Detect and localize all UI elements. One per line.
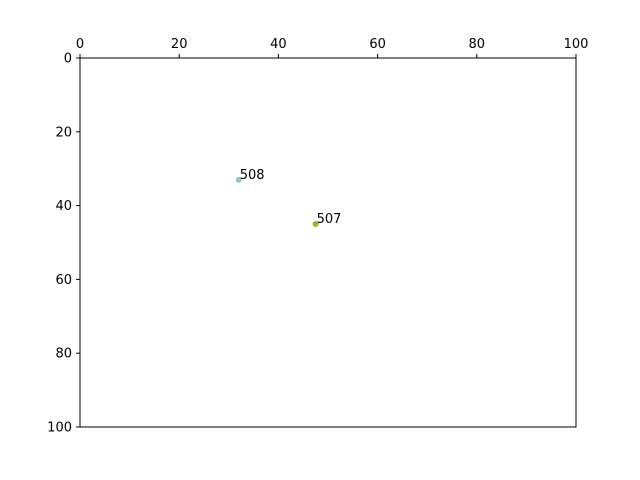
data-point	[235, 176, 242, 183]
y-tick-label: 100	[47, 421, 72, 436]
data-point	[312, 221, 319, 228]
y-tick-label: 40	[55, 199, 72, 214]
y-tick-label: 20	[55, 125, 72, 140]
y-tick-label: 0	[64, 52, 72, 67]
x-axis: 0 20 40 60 80 100	[76, 37, 589, 58]
x-tick-label: 0	[76, 37, 84, 52]
x-tick-label: 60	[369, 37, 386, 52]
data-point-label: 507	[317, 212, 342, 227]
plot-area-frame	[79, 57, 577, 428]
y-tick-label: 80	[55, 347, 72, 362]
x-tick-label: 40	[270, 37, 287, 52]
y-tick-label: 60	[55, 273, 72, 288]
data-point-label: 508	[240, 168, 265, 183]
x-tick-label: 20	[171, 37, 188, 52]
data-points: 508 507	[235, 168, 342, 228]
y-axis: 0 20 40 60 80 100	[47, 52, 80, 436]
x-tick-label: 100	[564, 37, 589, 52]
x-tick-label: 80	[469, 37, 486, 52]
